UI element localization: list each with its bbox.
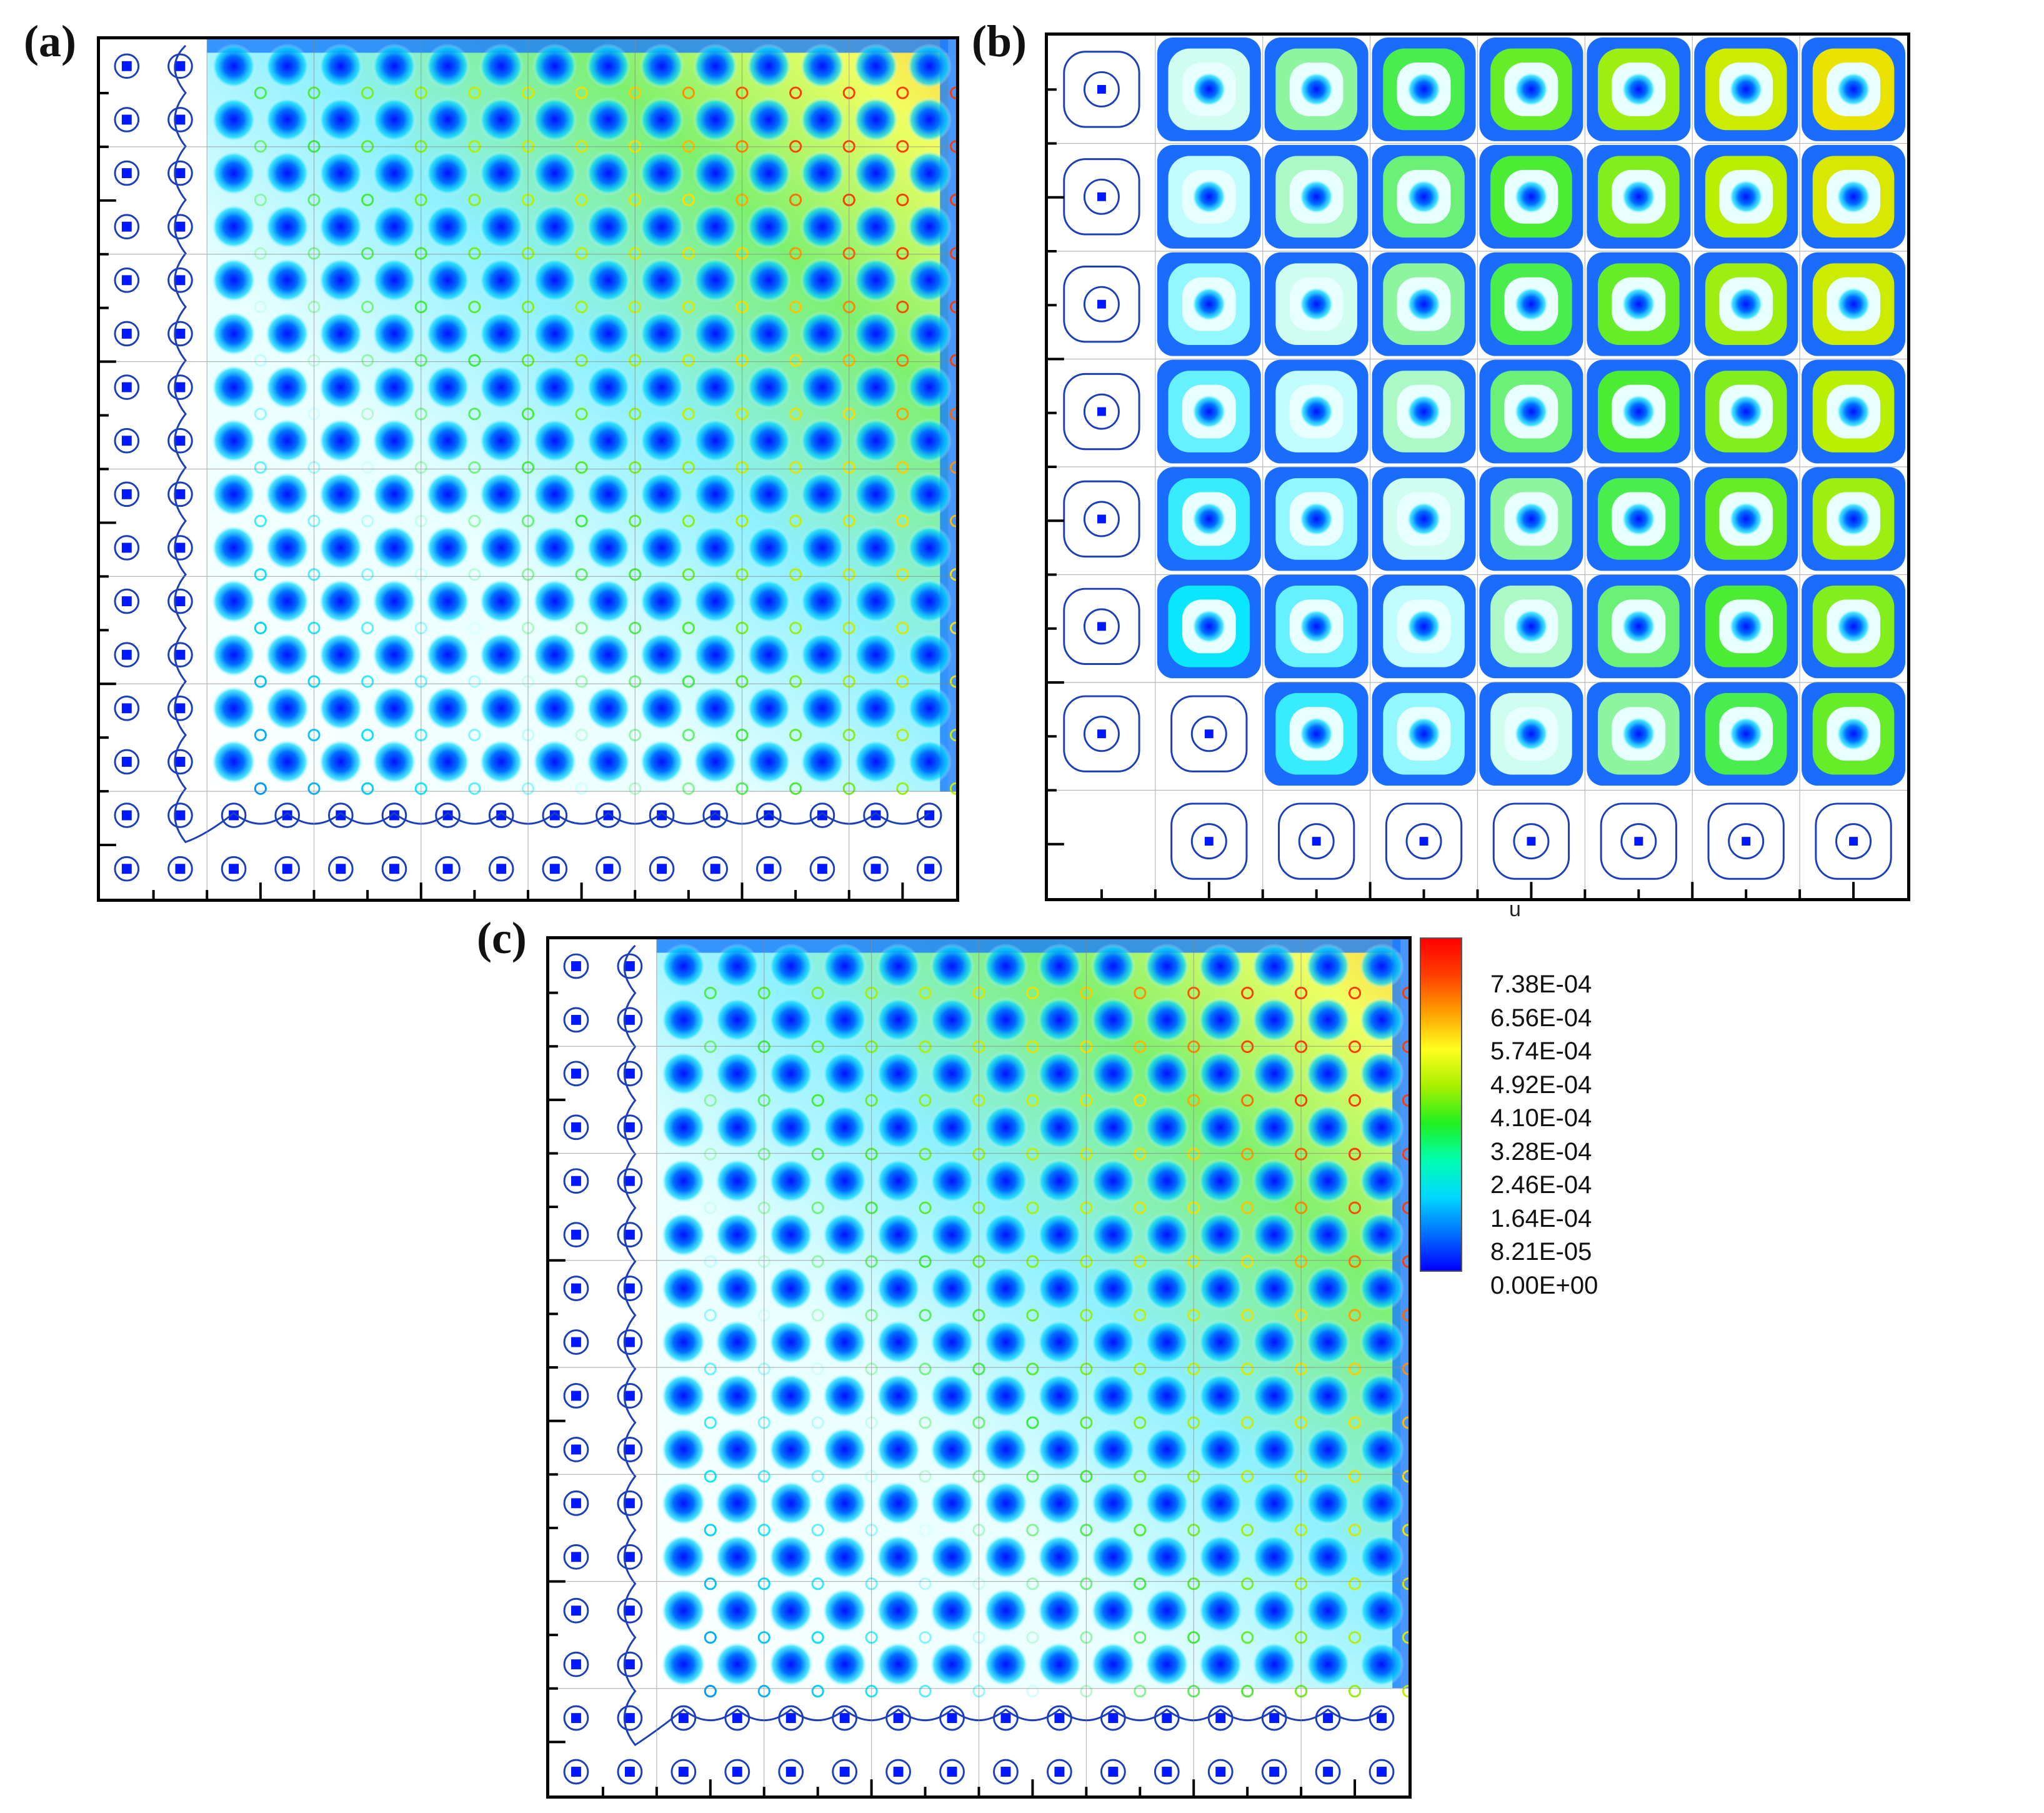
colorbar-level-label: 4.10E-04 [1490,1104,1592,1132]
contour-plot-a [100,39,956,899]
panel-label-a: (a) [24,16,76,66]
contour-plot-b [1048,36,1907,898]
colorbar-level-label: 7.38E-04 [1490,971,1592,998]
colorbar-level-label: 6.56E-04 [1490,1004,1592,1032]
colorbar-level-label: 8.21E-05 [1490,1238,1592,1266]
colorbar [1420,937,1462,1272]
colorbar-level-label: 5.74E-04 [1490,1037,1592,1065]
colorbar-level-label: 2.46E-04 [1490,1171,1592,1199]
contour-plot-c [549,939,1408,1796]
panel-label-c: (c) [477,913,527,963]
contour-panel-a [97,36,959,902]
contour-panel-c [546,936,1412,1799]
contour-panel-b [1045,32,1910,901]
colorbar-level-label: 4.92E-04 [1490,1071,1592,1099]
colorbar-level-label: 1.64E-04 [1490,1204,1592,1232]
panel-label-b: (b) [972,16,1027,66]
axis-label-u: u [1509,897,1521,921]
colorbar-level-label: 0.00E+00 [1490,1271,1598,1299]
colorbar-level-label: 3.28E-04 [1490,1137,1592,1166]
